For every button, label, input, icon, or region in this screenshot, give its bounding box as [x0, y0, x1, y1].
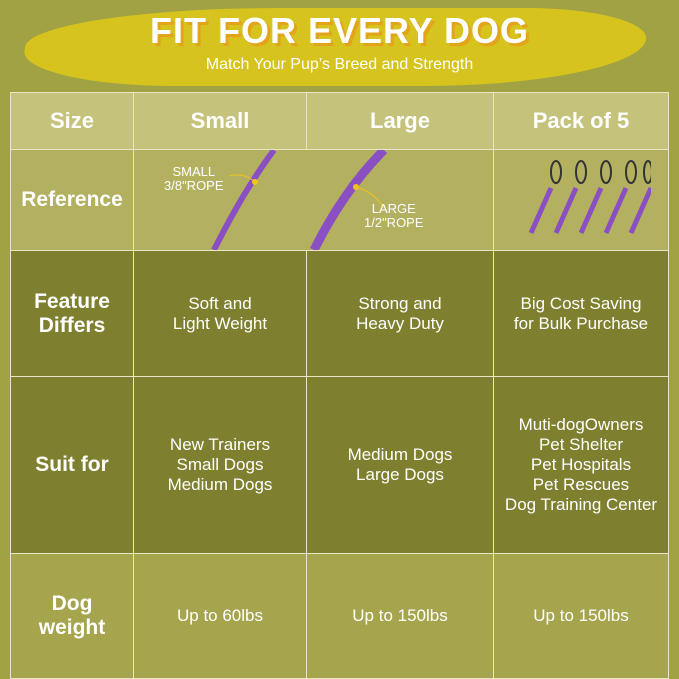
cell-suit-large: Medium Dogs Large Dogs: [306, 376, 494, 554]
row-label-weight: Dog weight: [10, 553, 134, 679]
header-large: Large: [306, 92, 494, 150]
leash-pack-illustration: [528, 159, 654, 234]
pack-of-5-image: [493, 149, 669, 251]
page-title: FIT FOR EVERY DOG: [149, 10, 530, 51]
cell-feature-small: Soft and Light Weight: [133, 250, 307, 377]
cell-suit-small: New Trainers Small Dogs Medium Dogs: [133, 376, 307, 554]
cell-weight-small: Up to 60lbs: [133, 553, 307, 679]
cell-suit-pack: Muti-dogOwners Pet Shelter Pet Hospitals…: [493, 376, 669, 554]
comparison-table: Size Small Large Pack of 5 Reference SMA…: [10, 92, 669, 679]
header-pack: Pack of 5: [493, 92, 669, 150]
row-label-suit: Suit for: [10, 376, 134, 554]
cell-weight-large: Up to 150lbs: [306, 553, 494, 679]
row-label-reference: Reference: [10, 149, 134, 251]
cell-weight-pack: Up to 150lbs: [493, 553, 669, 679]
small-rope-label: SMALL 3/8"ROPE: [164, 164, 224, 193]
cell-feature-large: Strong and Heavy Duty: [306, 250, 494, 377]
header-small: Small: [133, 92, 307, 150]
rope-reference-image: SMALL 3/8"ROPE LARGE 1/2"ROPE: [133, 149, 494, 251]
rope-illustration: [211, 150, 388, 250]
cell-feature-pack: Big Cost Saving for Bulk Purchase: [493, 250, 669, 377]
large-rope-label: LARGE 1/2"ROPE: [364, 201, 424, 230]
row-label-feature: Feature Differs: [10, 250, 134, 377]
header-size: Size: [10, 92, 134, 150]
page-subtitle: Match Your Pup’s Breed and Strength: [205, 56, 474, 73]
